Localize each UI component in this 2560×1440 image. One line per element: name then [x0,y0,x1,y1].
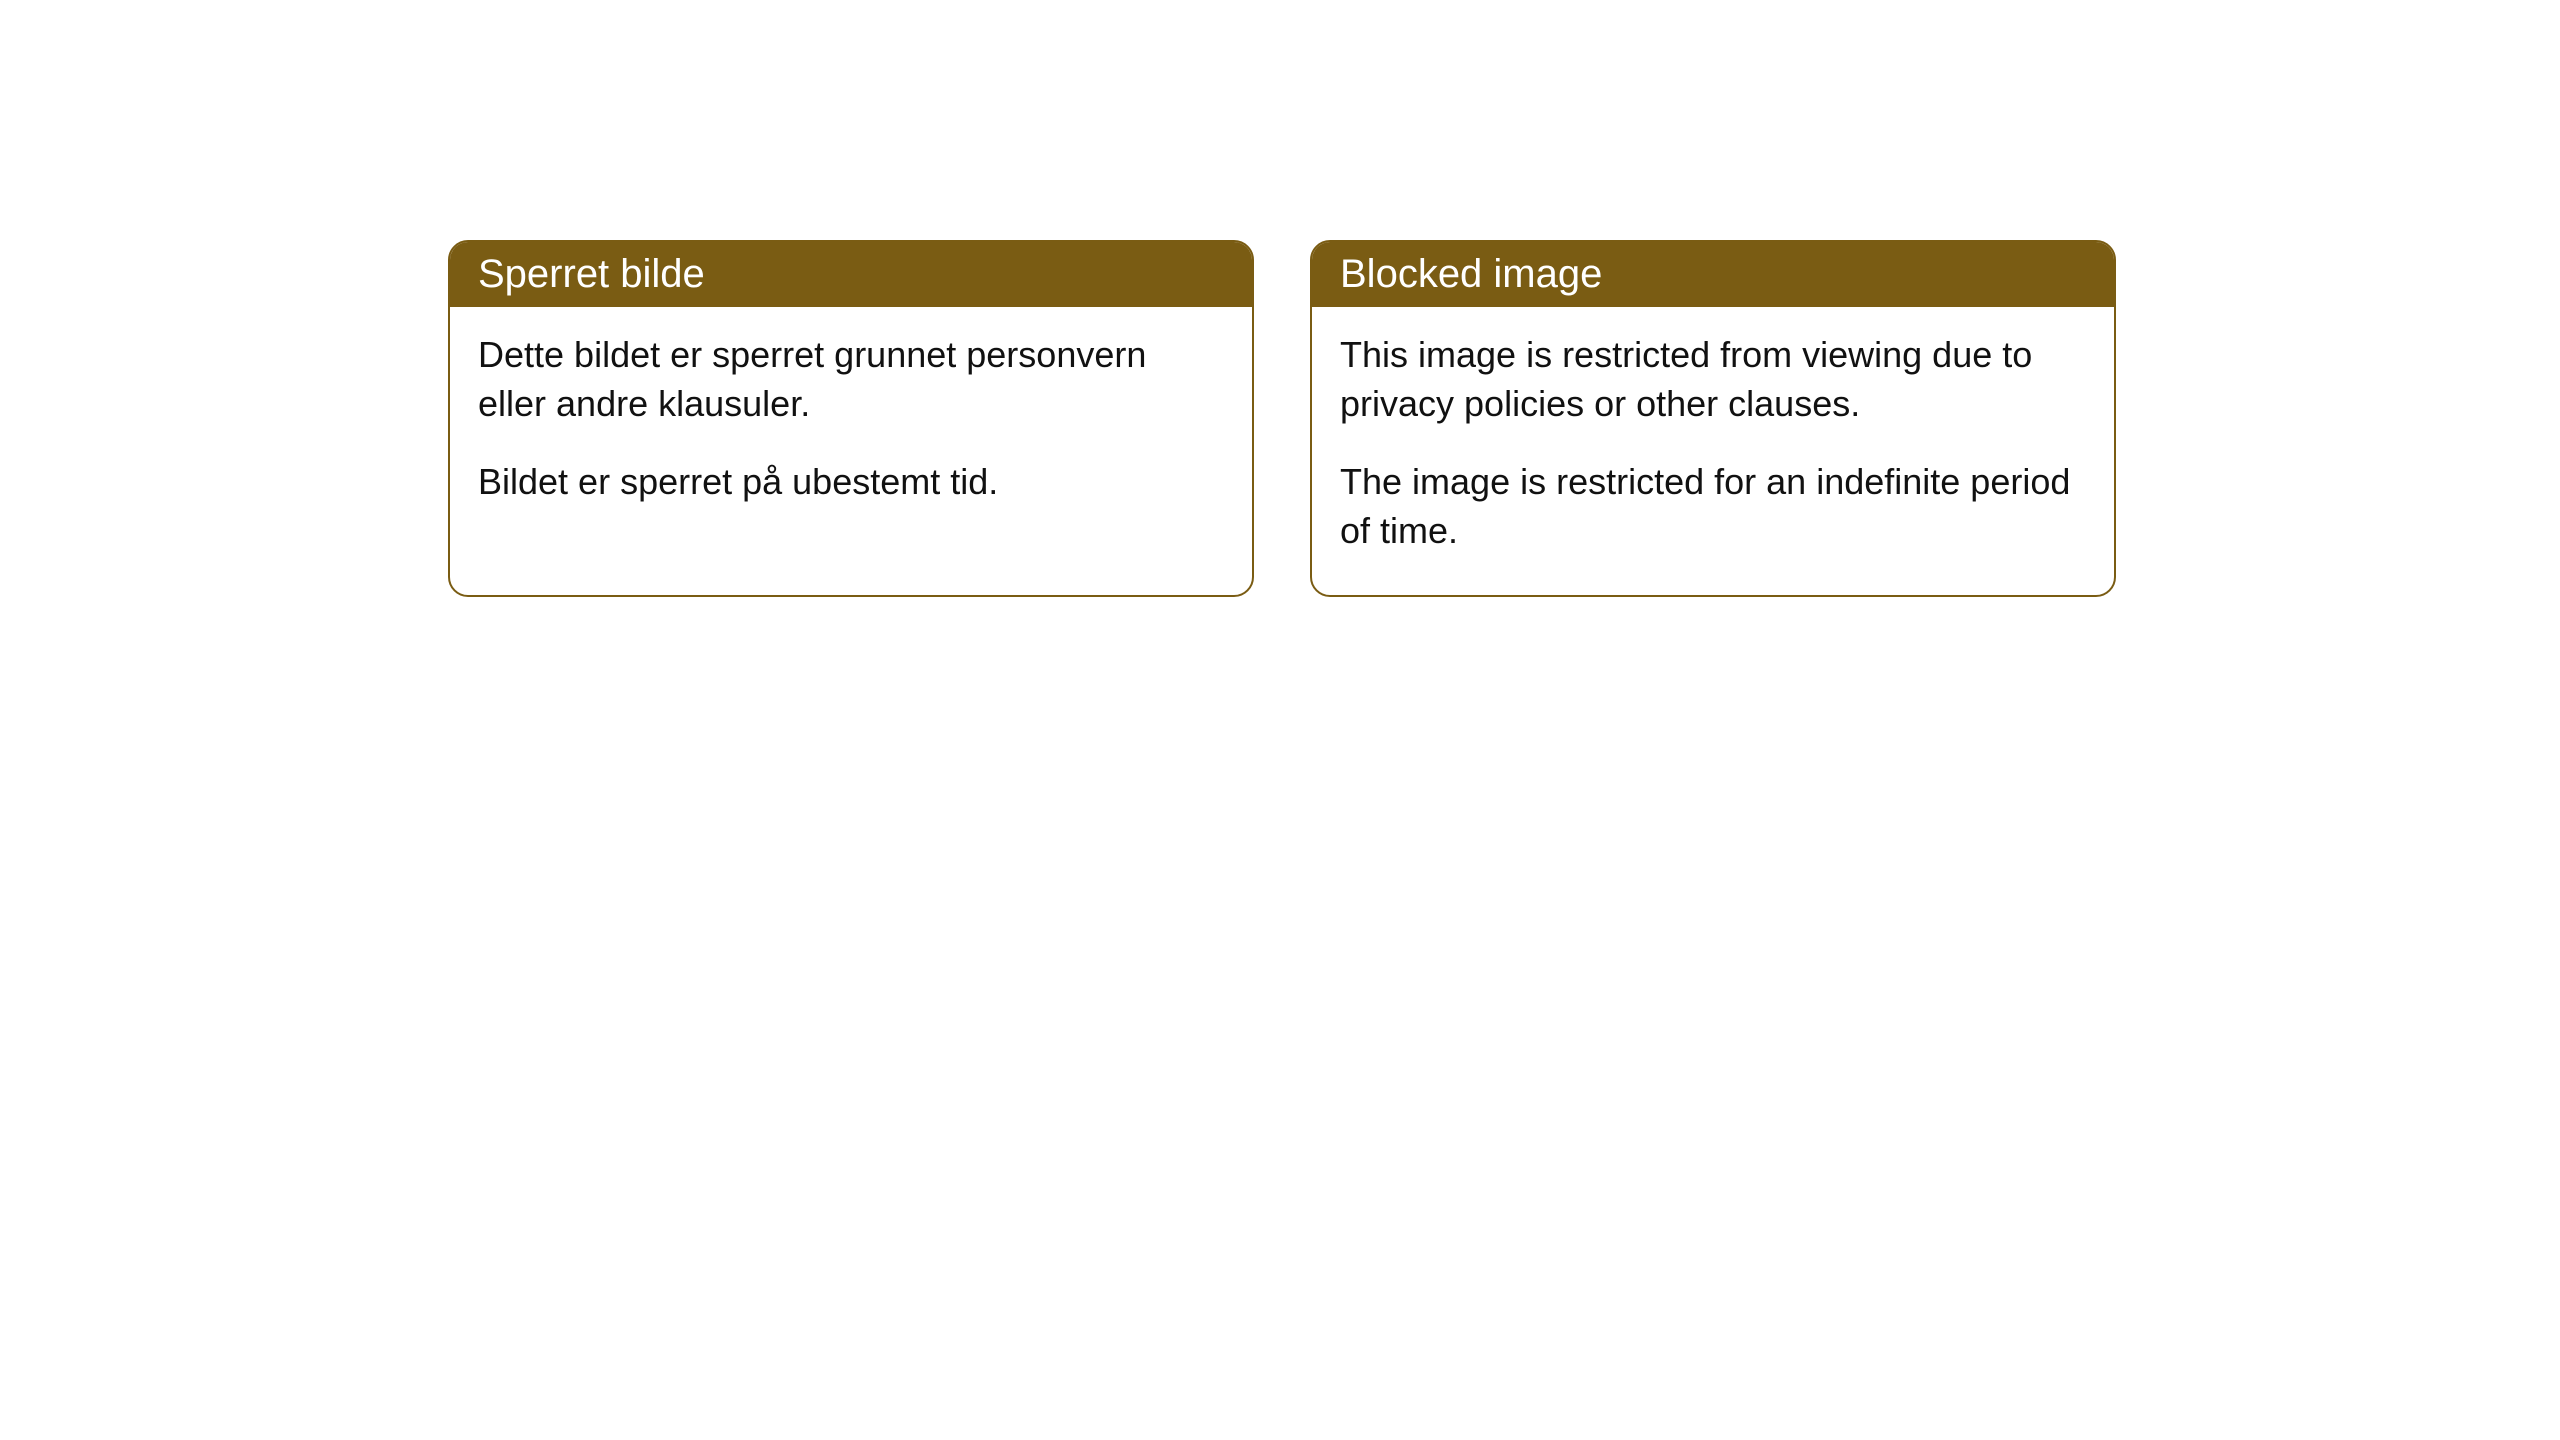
cards-container: Sperret bilde Dette bildet er sperret gr… [448,240,2116,597]
card-title: Sperret bilde [478,252,705,296]
card-paragraph: Bildet er sperret på ubestemt tid. [478,458,1224,507]
card-body: This image is restricted from viewing du… [1312,307,2114,595]
card-body: Dette bildet er sperret grunnet personve… [450,307,1252,547]
card-paragraph: Dette bildet er sperret grunnet personve… [478,331,1224,428]
card-paragraph: The image is restricted for an indefinit… [1340,458,2086,555]
notice-card-english: Blocked image This image is restricted f… [1310,240,2116,597]
card-paragraph: This image is restricted from viewing du… [1340,331,2086,428]
notice-card-norwegian: Sperret bilde Dette bildet er sperret gr… [448,240,1254,597]
card-header: Sperret bilde [450,242,1252,307]
card-title: Blocked image [1340,252,1602,296]
card-header: Blocked image [1312,242,2114,307]
